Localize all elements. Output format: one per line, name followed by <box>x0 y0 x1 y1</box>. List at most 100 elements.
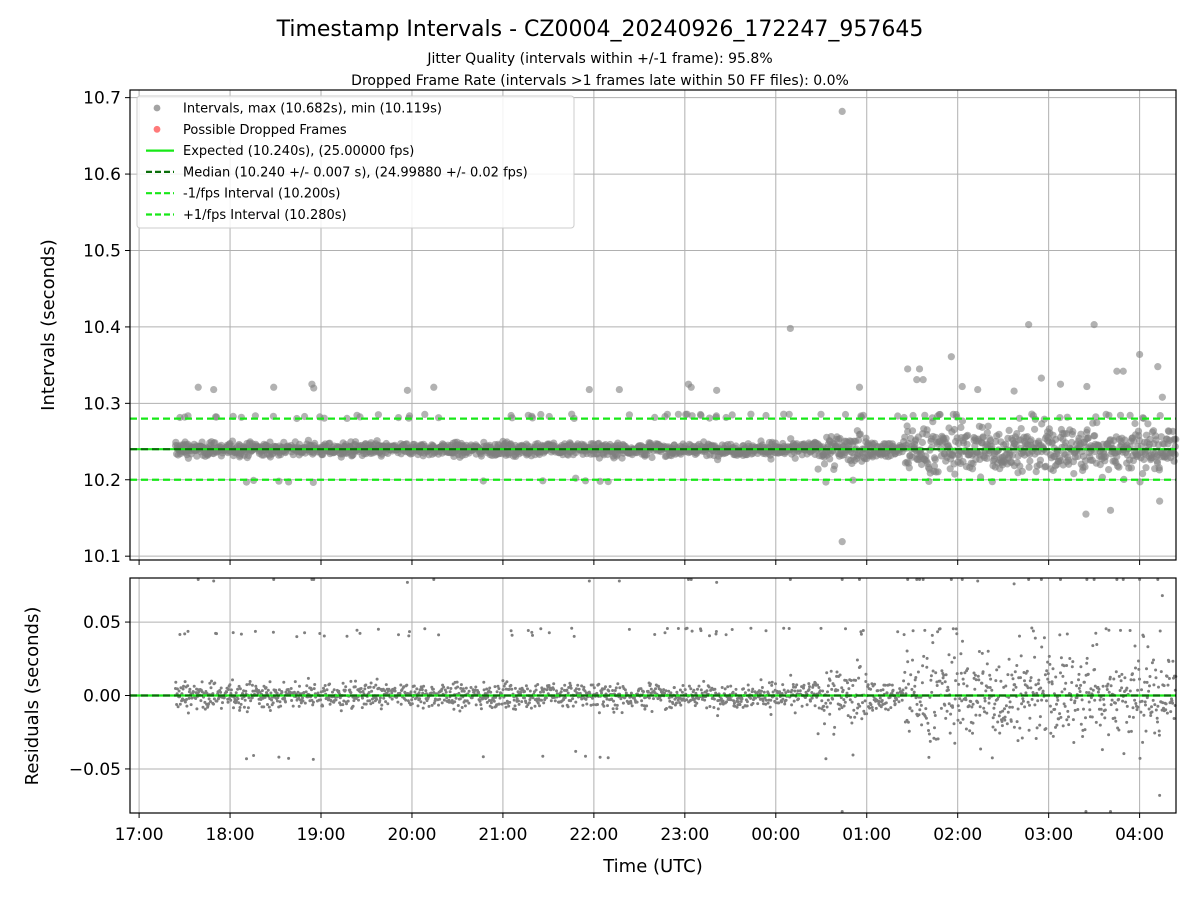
legend: Intervals, max (10.682s), min (10.119s) P… <box>136 95 575 229</box>
residual-point <box>1077 686 1081 690</box>
residual-point <box>907 729 911 733</box>
interval-point <box>909 411 917 420</box>
x-tick-label: 23:00 <box>660 825 709 845</box>
residual-point <box>1134 702 1138 705</box>
residual-point <box>974 713 978 717</box>
residual-point <box>488 686 492 690</box>
residual-point <box>797 697 800 701</box>
residual-point <box>209 700 212 703</box>
interval-point <box>905 464 913 472</box>
residual-point <box>1125 686 1129 690</box>
residual-point <box>1051 734 1055 738</box>
residual-point <box>221 701 224 705</box>
residual-point <box>1030 697 1034 701</box>
residual-point <box>690 629 694 633</box>
residual-point <box>760 689 763 693</box>
residual-point <box>572 634 576 638</box>
residual-point <box>1150 710 1154 714</box>
residual-outlier-point <box>960 577 964 581</box>
interval-point <box>663 410 672 418</box>
residual-point <box>454 696 458 700</box>
interval-point <box>747 410 755 418</box>
residual-point <box>771 690 775 694</box>
residual-outlier-point <box>1156 577 1160 581</box>
interval-point <box>1170 457 1178 465</box>
residual-point <box>600 687 604 691</box>
residual-point <box>203 707 207 711</box>
residual-point <box>1067 723 1071 727</box>
residual-point <box>842 698 846 702</box>
residual-point <box>560 687 564 691</box>
residual-point <box>275 699 279 703</box>
residual-point <box>547 631 551 635</box>
residual-outlier-point <box>587 579 591 583</box>
residual-point <box>187 696 191 700</box>
residual-point <box>209 686 213 690</box>
residual-point <box>1153 731 1157 735</box>
residual-point <box>322 634 326 638</box>
residual-point <box>719 697 723 701</box>
residual-point <box>183 632 187 636</box>
residual-point <box>239 702 243 706</box>
residual-point <box>1004 684 1008 688</box>
residual-point <box>215 699 219 703</box>
residual-point <box>992 713 996 717</box>
residual-point <box>489 701 493 705</box>
residual-point <box>383 689 387 693</box>
interval-point <box>827 433 835 441</box>
residual-point <box>1091 688 1095 692</box>
residual-point <box>440 701 444 705</box>
residual-point <box>1156 704 1160 708</box>
residual-point <box>663 631 667 635</box>
residual-point <box>888 683 891 687</box>
residual-outlier-point <box>1160 594 1164 598</box>
residual-point <box>183 700 187 704</box>
residual-point <box>1143 680 1147 684</box>
interval-point <box>1101 453 1109 461</box>
residual-point <box>927 729 930 732</box>
intervals-y-tick-label: 10.4 <box>83 318 121 338</box>
residual-point <box>696 687 699 691</box>
residual-point <box>1142 635 1146 638</box>
residual-point <box>359 690 362 694</box>
residual-point <box>846 714 850 718</box>
residual-point <box>332 688 336 692</box>
residual-point <box>885 691 889 695</box>
residual-point <box>993 702 997 706</box>
residual-point <box>608 685 612 688</box>
residual-point <box>354 679 357 683</box>
residual-point <box>1114 719 1118 723</box>
residual-point <box>689 687 693 691</box>
residual-point <box>680 690 684 694</box>
residual-point <box>960 699 964 703</box>
residual-point <box>352 699 356 703</box>
residual-point <box>817 706 821 710</box>
residual-point <box>961 677 965 681</box>
residual-point <box>267 705 271 709</box>
residual-point <box>1016 707 1020 711</box>
interval-point <box>817 410 825 418</box>
residual-point <box>514 707 518 711</box>
residual-point <box>870 682 874 686</box>
residual-point <box>915 702 919 706</box>
residual-point <box>826 684 830 688</box>
residual-point <box>1045 699 1048 703</box>
residual-point <box>540 698 543 702</box>
residual-point <box>568 681 572 685</box>
residual-point <box>940 681 944 685</box>
residual-point <box>597 682 601 686</box>
residual-outlier-point <box>976 579 980 583</box>
residual-point <box>676 627 680 630</box>
residual-point <box>804 696 807 699</box>
residual-point <box>822 708 826 712</box>
residual-point <box>911 629 915 633</box>
residual-point <box>253 629 257 633</box>
residual-point <box>705 689 709 693</box>
residual-point <box>774 682 777 686</box>
residual-point <box>1159 670 1163 674</box>
x-tick-label: 04:00 <box>1115 825 1164 845</box>
residual-point <box>357 698 360 702</box>
residual-outlier-point <box>1039 577 1043 581</box>
interval-point <box>918 438 927 447</box>
residual-point <box>1169 710 1173 714</box>
